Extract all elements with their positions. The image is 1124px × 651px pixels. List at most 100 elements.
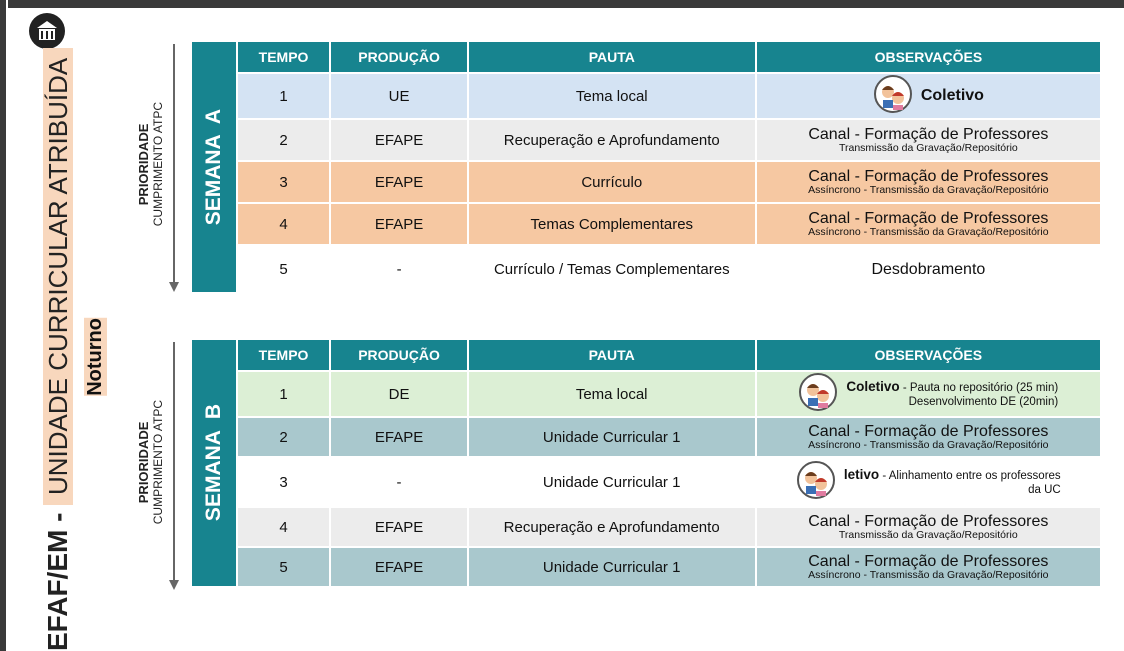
producao-cell: EFAPE xyxy=(331,508,467,546)
column-header: PAUTA xyxy=(468,340,755,370)
tempo-cell: 5 xyxy=(237,548,330,586)
week-label-text: SEMANA A xyxy=(201,108,225,226)
table-row: 1 DE Tema local Coletivo - Pauta no reposit… xyxy=(192,372,1100,416)
table-row: 2 EFAPE Unidade Curricular 1 Canal - Formaç… xyxy=(192,418,1100,456)
column-header: OBSERVAÇÕES xyxy=(756,42,1100,72)
side-title-text: UNIDADE CURRICULAR ATRIBUÍDA xyxy=(43,48,73,506)
producao-cell: EFAPE xyxy=(331,548,467,586)
obs-main: Desdobramento xyxy=(871,260,986,278)
obs-main: Canal - Formação de Professores xyxy=(808,168,1049,185)
pauta-cell: Tema local xyxy=(468,74,755,118)
obs-main: Canal - Formação de Professores xyxy=(808,553,1049,570)
tempo-cell: 1 xyxy=(237,74,330,118)
observacoes-cell: Canal - Formação de Professores Assíncron… xyxy=(756,162,1100,202)
schedule-table: SEMANA A TEMPO PRODUÇÃO PAUTA OBSERVAÇÕES 1 UE… xyxy=(190,40,1102,294)
producao-cell: EFAPE xyxy=(331,162,467,202)
tempo-cell: 2 xyxy=(237,418,330,456)
observacoes-cell: Canal - Formação de Professores Assíncron… xyxy=(756,204,1100,244)
header-row: SEMANA A TEMPO PRODUÇÃO PAUTA OBSERVAÇÕES xyxy=(192,42,1100,292)
week-label-text: SEMANA B xyxy=(201,404,225,522)
tempo-cell: 2 xyxy=(237,120,330,160)
obs-main: Canal - Formação de Professores xyxy=(808,423,1049,440)
observacoes-cell: Coletivo - Pauta no repositório (25 min)… xyxy=(756,372,1100,416)
obs-detail: - Pauta no repositório (25 min) xyxy=(899,381,1059,394)
group-icon xyxy=(873,74,913,118)
left-bar xyxy=(0,0,6,651)
group-icon-svg xyxy=(796,461,835,499)
column-header: PRODUÇÃO xyxy=(331,42,467,72)
side-title-bold: EFAF/EM - xyxy=(42,512,73,651)
table-row: 5- Currículo / Temas Complementares Desdob… xyxy=(192,246,1100,292)
priority-sub: CUMPRIMENTO ATPC xyxy=(151,400,165,525)
tempo-cell: 3 xyxy=(237,458,330,506)
priority-title: PRIORIDADE xyxy=(136,123,151,205)
obs-line2: da UC xyxy=(1028,483,1061,496)
producao-cell: EFAPE xyxy=(331,120,467,160)
observacoes-cell: Canal - Formação de Professores Assíncron… xyxy=(756,548,1100,586)
obs-strong: Coletivo xyxy=(846,378,900,394)
obs-main: Canal - Formação de Professores xyxy=(808,126,1049,143)
column-header: TEMPO xyxy=(237,42,330,72)
table-row: 3- Unidade Curricular 1 letivo - Alinhamen… xyxy=(192,458,1100,506)
producao-cell: - xyxy=(331,246,467,292)
group-icon xyxy=(798,372,838,416)
observacoes-cell: Desdobramento xyxy=(756,246,1100,292)
table-row: 5 EFAPE Unidade Curricular 1 Canal - Formaç… xyxy=(192,548,1100,586)
school-icon xyxy=(29,13,65,49)
observacoes-cell: Canal - Formação de Professores Assíncron… xyxy=(756,418,1100,456)
observacoes-cell: Coletivo xyxy=(756,74,1100,118)
table-row: 4 EFAPE Temas Complementares Canal - Formaç… xyxy=(192,204,1100,244)
obs-group: letivo - Alinhamento entre os professore… xyxy=(763,460,1094,504)
side-title: EFAF/EM - UNIDADE CURRICULAR ATRIBUÍDA xyxy=(42,48,74,651)
group-icon xyxy=(796,460,836,504)
column-header: OBSERVAÇÕES xyxy=(756,340,1100,370)
group-icon-svg xyxy=(799,373,838,411)
obs-group: Coletivo xyxy=(763,74,1094,118)
obs-sub: Assíncrono - Transmissão da Gravação/Rep… xyxy=(808,226,1049,238)
obs-line2: Desenvolvimento DE (20min) xyxy=(908,395,1059,408)
obs-sub: Transmissão da Gravação/Repositório xyxy=(838,142,1018,154)
priority-arrow xyxy=(169,44,179,292)
producao-cell: EFAPE xyxy=(331,204,467,244)
obs-text: Coletivo - Pauta no repositório (25 min)… xyxy=(846,378,1059,409)
obs-text: letivo - Alinhamento entre os professore… xyxy=(843,466,1061,497)
week-label: SEMANA A xyxy=(192,42,236,292)
obs-sub: Assíncrono - Transmissão da Gravação/Rep… xyxy=(808,184,1049,196)
observacoes-cell: Canal - Formação de Professores Transmiss… xyxy=(756,508,1100,546)
column-header: TEMPO xyxy=(237,340,330,370)
observacoes-cell: Canal - Formação de Professores Transmiss… xyxy=(756,120,1100,160)
pauta-cell: Temas Complementares xyxy=(468,204,755,244)
obs-sub: Assíncrono - Transmissão da Gravação/Rep… xyxy=(808,569,1049,581)
column-header: PRODUÇÃO xyxy=(331,340,467,370)
header-row: SEMANA B TEMPO PRODUÇÃO PAUTA OBSERVAÇÕES xyxy=(192,340,1100,586)
table-row: 2 EFAPE Recuperação e Aprofundamento Canal … xyxy=(192,120,1100,160)
producao-cell: DE xyxy=(331,372,467,416)
pauta-cell: Recuperação e Aprofundamento xyxy=(468,508,755,546)
pauta-cell: Tema local xyxy=(468,372,755,416)
table-row: 4 EFAPE Recuperação e Aprofundamento Canal … xyxy=(192,508,1100,546)
pauta-cell: Recuperação e Aprofundamento xyxy=(468,120,755,160)
observacoes-cell: letivo - Alinhamento entre os professore… xyxy=(756,458,1100,506)
top-bar xyxy=(8,0,1124,8)
pauta-cell: Unidade Curricular 1 xyxy=(468,548,755,586)
pauta-cell: Currículo xyxy=(468,162,755,202)
priority-title: PRIORIDADE xyxy=(136,421,151,503)
priority-sub: CUMPRIMENTO ATPC xyxy=(151,102,165,227)
priority-label: PRIORIDADE CUMPRIMENTO ATPC xyxy=(136,102,165,226)
group-icon-svg xyxy=(873,75,912,113)
tempo-cell: 1 xyxy=(237,372,330,416)
obs-main: Canal - Formação de Professores xyxy=(808,210,1049,227)
obs-strong: letivo xyxy=(843,466,880,482)
producao-cell: - xyxy=(331,458,467,506)
week-label: SEMANA B xyxy=(192,340,236,586)
tempo-cell: 5 xyxy=(237,246,330,292)
obs-main: Canal - Formação de Professores xyxy=(808,513,1049,530)
table-row: 1 UE Tema local Coletivo xyxy=(192,74,1100,118)
column-header: PAUTA xyxy=(468,42,755,72)
tempo-cell: 3 xyxy=(237,162,330,202)
tempo-cell: 4 xyxy=(237,508,330,546)
producao-cell: EFAPE xyxy=(331,418,467,456)
obs-strong: Coletivo xyxy=(920,87,984,104)
